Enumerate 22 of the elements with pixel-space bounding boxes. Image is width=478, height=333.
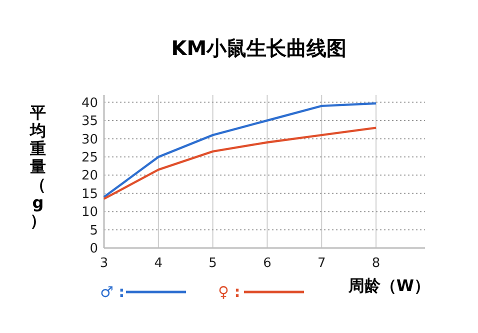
y-tick-label: 15	[81, 186, 98, 202]
x-tick-label: 4	[154, 256, 163, 271]
legend-label: ♀ :	[218, 283, 240, 301]
x-tick-label: 3	[100, 256, 108, 271]
legend-label: ♂ :	[100, 283, 125, 301]
x-axis-title: 周龄（W）	[347, 276, 430, 295]
line-series	[102, 102, 378, 198]
y-tick-label: 0	[90, 242, 98, 257]
line-series	[102, 126, 378, 200]
y-axis-title: 平均重量（g）	[29, 103, 46, 230]
y-tick-label: 20	[81, 168, 98, 184]
x-tick-label: 6	[263, 256, 272, 271]
y-tick-label: 35	[81, 114, 98, 130]
y-tick-label: 10	[81, 205, 98, 220]
x-tick-label: 8	[372, 256, 380, 271]
x-tick-label: 5	[208, 256, 217, 271]
chart-title: KM小鼠生长曲线图	[171, 36, 347, 60]
y-tick-label: 25	[81, 150, 98, 166]
y-tick-label: 5	[90, 223, 98, 238]
x-tick-label: 7	[317, 256, 326, 271]
y-tick-label: 40	[81, 96, 98, 111]
y-tick-label: 30	[81, 132, 98, 148]
